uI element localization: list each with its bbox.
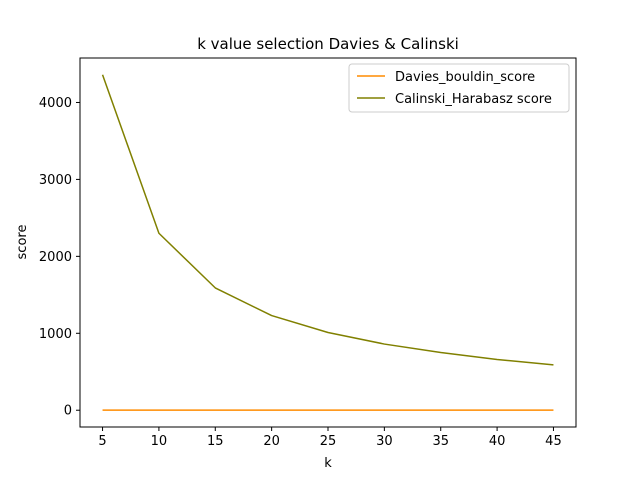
legend-box [348, 63, 570, 113]
x-tick-label: 30 [376, 434, 393, 449]
x-tick-label: 10 [151, 434, 168, 449]
plot-area [79, 57, 577, 428]
y-tick-label: 0 [64, 404, 72, 419]
x-tick-label: 35 [432, 434, 449, 449]
series-line-1 [101, 74, 554, 366]
legend-label-calinski: Calinski_Harabasz score [395, 92, 552, 107]
y-tick-label: 2000 [39, 250, 72, 265]
series-lines [101, 74, 554, 411]
y-axis-label: score [15, 225, 30, 260]
y-axis: 0 1000 2000 3000 4000 [39, 96, 80, 419]
x-axis-label: k [324, 456, 332, 471]
x-tick-label: 45 [545, 434, 562, 449]
x-tick-label: 15 [207, 434, 224, 449]
legend: Davies_bouldin_score Calinski_Harabasz s… [348, 63, 570, 113]
y-tick-label: 4000 [39, 96, 72, 111]
x-axis: 5 10 15 20 25 30 35 40 45 [98, 427, 562, 449]
chart-title: k value selection Davies & Calinski [197, 35, 459, 53]
x-tick-label: 40 [489, 434, 506, 449]
y-tick-label: 3000 [39, 173, 72, 188]
y-tick-label: 1000 [39, 327, 72, 342]
x-tick-label: 20 [263, 434, 280, 449]
legend-label-davies: Davies_bouldin_score [395, 70, 535, 85]
x-tick-label: 25 [320, 434, 337, 449]
x-tick-label: 5 [98, 434, 106, 449]
